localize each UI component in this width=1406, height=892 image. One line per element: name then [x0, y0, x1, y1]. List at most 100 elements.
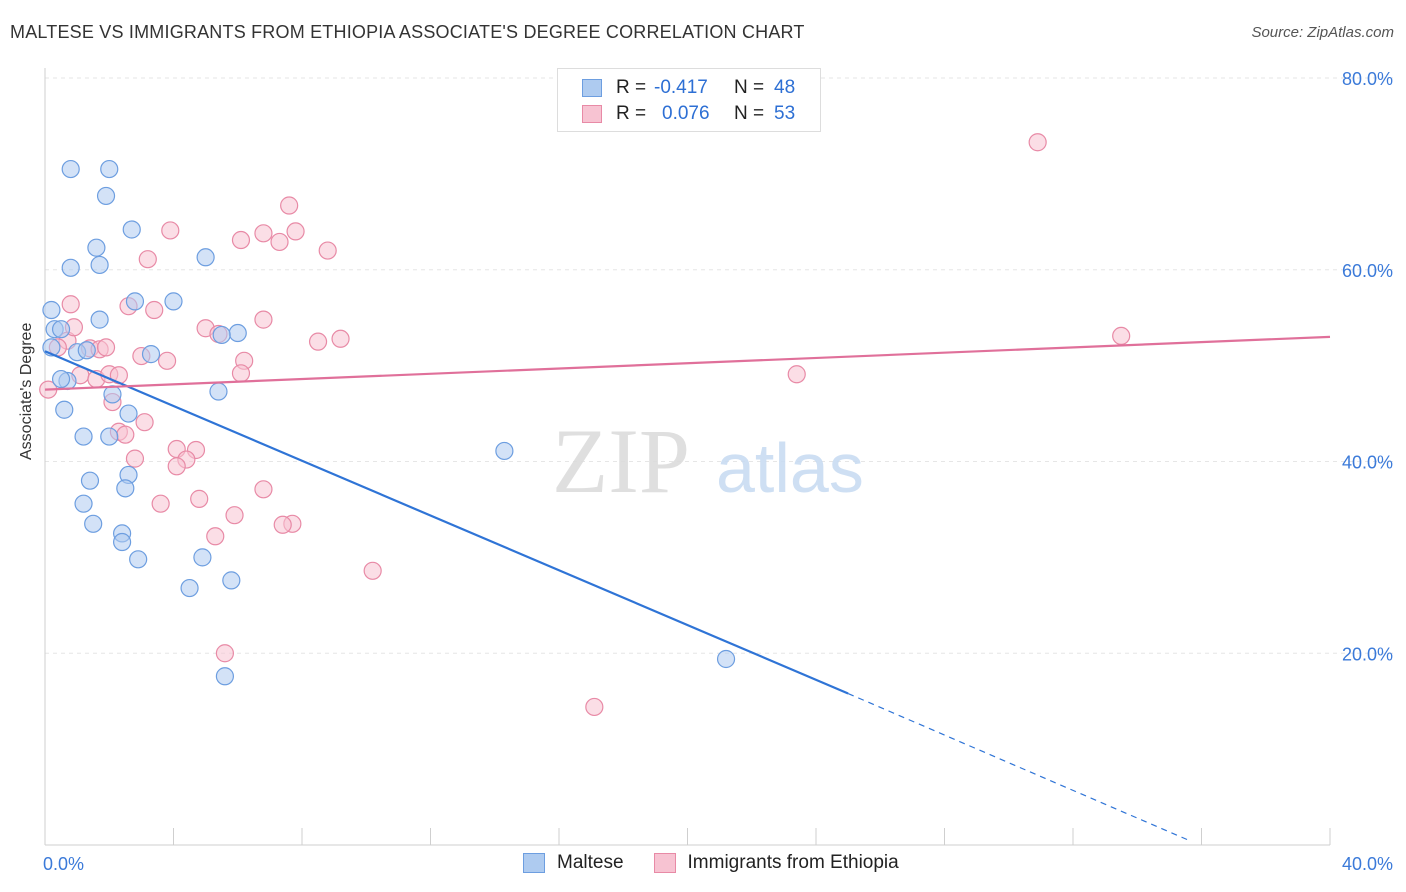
watermark: ZIP atlas: [552, 410, 864, 512]
data-point: [51, 320, 71, 339]
legend-swatch-maltese: [582, 79, 602, 97]
data-point: [363, 561, 382, 580]
chart-title: MALTESE VS IMMIGRANTS FROM ETHIOPIA ASSO…: [10, 22, 805, 42]
data-point: [125, 292, 145, 311]
data-point: [206, 527, 225, 546]
data-point: [273, 515, 292, 534]
legend-item-maltese[interactable]: Maltese: [523, 852, 624, 874]
data-point: [90, 255, 109, 275]
data-point: [138, 250, 157, 269]
data-point: [196, 248, 215, 267]
data-point: [96, 338, 116, 357]
data-point: [157, 351, 177, 370]
data-point: [103, 385, 122, 404]
trend-lines: [44, 335, 1331, 841]
legend-swatch-ethiopia: [653, 853, 676, 873]
trend-line: [44, 350, 849, 695]
data-point: [231, 364, 251, 383]
data-point: [212, 325, 231, 345]
data-point: [1112, 326, 1131, 346]
n-value: 53: [774, 103, 796, 124]
data-point: [167, 457, 186, 476]
data-point: [122, 220, 141, 239]
data-point: [119, 404, 138, 423]
data-point: [61, 258, 80, 277]
legend-swatch-maltese: [523, 853, 545, 873]
axes: [44, 68, 1331, 846]
data-point: [222, 571, 241, 590]
data-point: [270, 232, 289, 252]
r-value: -0.417: [654, 77, 708, 98]
watermark-atlas: atlas: [716, 429, 864, 507]
n-label: N =: [734, 103, 765, 124]
data-point: [55, 400, 74, 419]
data-point: [495, 441, 514, 461]
legend-row-maltese: R = -0.417 N = 48: [582, 77, 795, 99]
y-axis-label: Associate's Degree: [18, 322, 35, 460]
data-point: [231, 230, 251, 250]
data-point: [129, 550, 148, 569]
y-tick-label: 20.0%: [1342, 644, 1393, 664]
data-point: [254, 224, 273, 243]
data-point: [61, 295, 80, 314]
data-point: [228, 323, 247, 343]
data-point: [125, 449, 145, 468]
data-point: [135, 413, 154, 432]
legend-row-ethiopia: R = 0.076 N = 53: [582, 103, 795, 125]
n-value: 48: [774, 77, 796, 98]
data-point: [84, 514, 103, 533]
tick-labels: 20.0% 40.0% 60.0% 80.0% 0.0% 40.0%: [43, 69, 1393, 874]
data-point: [100, 427, 119, 446]
data-point: [308, 332, 328, 351]
data-point: [318, 241, 337, 260]
data-point: [141, 345, 161, 364]
y-tick-label: 60.0%: [1342, 261, 1393, 281]
data-point: [209, 382, 228, 401]
data-point: [51, 369, 71, 389]
watermark-zip: ZIP: [552, 410, 690, 512]
data-point: [100, 159, 119, 179]
series-legend: Maltese Immigrants from Ethiopia: [523, 852, 929, 874]
data-point: [145, 300, 164, 320]
y-tick-label: 80.0%: [1342, 69, 1393, 89]
data-point: [286, 222, 305, 241]
source-label: Source: ZipAtlas.com: [1251, 24, 1394, 41]
n-label: N =: [734, 77, 765, 98]
trend-line-extension: [847, 692, 1189, 841]
data-point: [80, 471, 100, 490]
data-point: [280, 196, 299, 215]
data-point: [90, 310, 109, 329]
data-point: [190, 489, 209, 508]
r-label: R =: [616, 77, 647, 98]
data-points: [39, 133, 1131, 717]
data-point: [116, 425, 135, 444]
x-tick-label: 40.0%: [1342, 854, 1393, 874]
data-point: [74, 494, 93, 513]
data-point: [112, 532, 132, 552]
stats-legend: R = -0.417 N = 48 R = 0.076 N = 53: [557, 68, 821, 132]
data-point: [254, 480, 273, 499]
data-point: [116, 479, 135, 498]
data-point: [164, 292, 183, 311]
data-point: [61, 159, 80, 179]
r-value: 0.076: [662, 103, 710, 124]
legend-swatch-ethiopia: [582, 105, 602, 123]
data-point: [1028, 133, 1047, 152]
data-point: [180, 578, 199, 598]
data-point: [585, 697, 604, 717]
data-point: [161, 221, 180, 240]
data-point: [77, 341, 96, 360]
data-point: [716, 649, 736, 669]
legend-item-ethiopia[interactable]: Immigrants from Ethiopia: [653, 852, 899, 874]
data-point: [215, 667, 234, 686]
y-tick-label: 40.0%: [1342, 453, 1393, 473]
data-point: [42, 300, 61, 320]
data-point: [74, 427, 93, 446]
data-point: [87, 238, 106, 257]
r-label: R =: [616, 103, 647, 124]
data-point: [151, 494, 170, 513]
x-tick-label: 0.0%: [43, 854, 84, 874]
data-point: [215, 644, 234, 663]
data-point: [225, 506, 244, 525]
